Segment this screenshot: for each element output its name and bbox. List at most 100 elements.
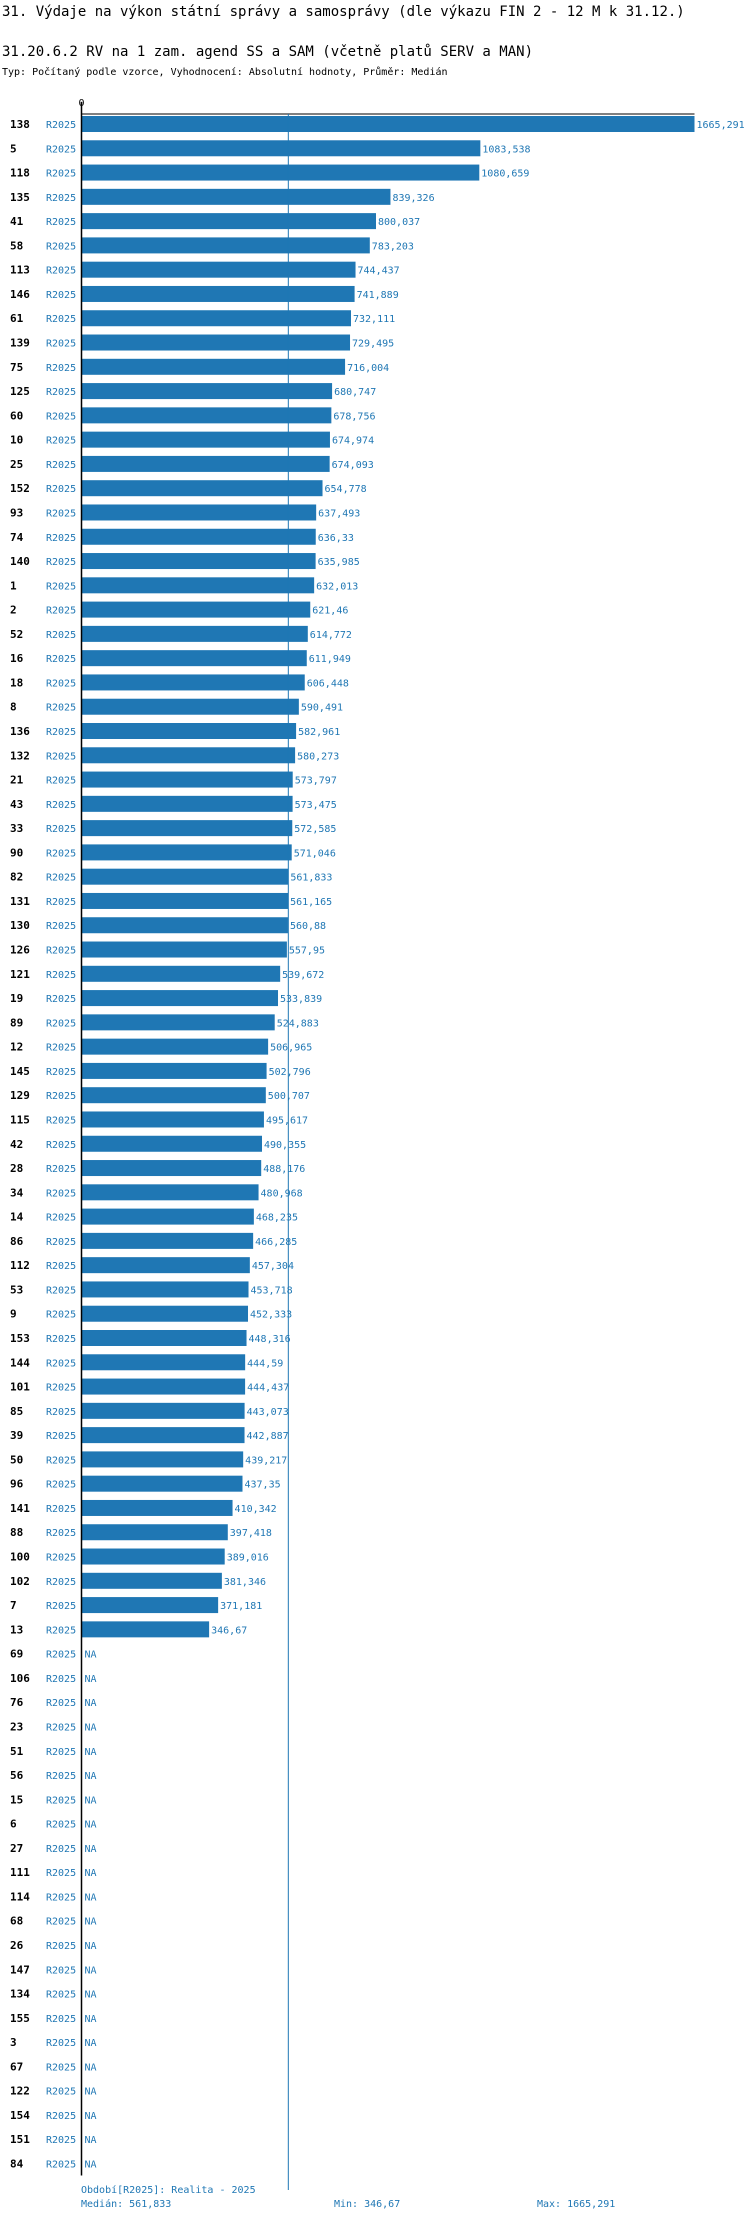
data-label: 444,437 <box>247 1383 289 1394</box>
series-label: R2025 <box>46 1650 76 1661</box>
category-label: 27 <box>10 1842 23 1855</box>
series-label: R2025 <box>46 290 76 301</box>
footer-period: Období[R2025]: Realita - 2025 <box>81 2185 256 2196</box>
bar <box>81 1548 225 1565</box>
category-label: 136 <box>10 725 30 738</box>
series-label: R2025 <box>46 1747 76 1758</box>
category-label: 144 <box>10 1356 30 1369</box>
data-label: 1665,291 <box>697 120 745 131</box>
bar <box>81 261 356 278</box>
data-label: 346,67 <box>211 1625 247 1636</box>
data-label: 439,217 <box>245 1455 287 1466</box>
series-label: R2025 <box>46 873 76 884</box>
series-label: R2025 <box>46 800 76 811</box>
bar <box>81 455 330 472</box>
category-label: 130 <box>10 919 30 932</box>
category-label: 115 <box>10 1113 30 1126</box>
data-label: 635,985 <box>318 557 360 568</box>
bar <box>81 844 292 861</box>
footer-max: Max: 1665,291 <box>537 2199 616 2210</box>
data-label: 590,491 <box>301 703 343 714</box>
data-label: 637,493 <box>318 508 360 519</box>
series-label: R2025 <box>46 1577 76 1588</box>
category-label: 145 <box>10 1065 30 1078</box>
category-label: 141 <box>10 1502 30 1515</box>
category-label: 139 <box>10 337 30 350</box>
series-label: R2025 <box>46 1018 76 1029</box>
bar <box>81 310 351 327</box>
category-label: 88 <box>10 1526 23 1539</box>
category-label: 96 <box>10 1478 24 1491</box>
category-label: 74 <box>10 531 24 544</box>
category-label: 146 <box>10 288 30 301</box>
category-label: 13 <box>10 1623 23 1636</box>
data-label: 557,95 <box>289 946 325 957</box>
series-label: R2025 <box>46 1480 76 1491</box>
bar <box>81 285 355 302</box>
data-label: 573,797 <box>295 776 337 787</box>
data-label: 561,833 <box>290 873 332 884</box>
data-label: NA <box>85 1868 97 1879</box>
series-label: R2025 <box>46 1965 76 1976</box>
data-label: 839,326 <box>392 193 434 204</box>
category-label: 16 <box>10 652 24 665</box>
series-label: R2025 <box>46 703 76 714</box>
category-label: 69 <box>10 1648 23 1661</box>
series-label: R2025 <box>46 1407 76 1418</box>
series-label: R2025 <box>46 387 76 398</box>
data-label: 582,961 <box>298 727 340 738</box>
series-label: R2025 <box>46 897 76 908</box>
category-label: 28 <box>10 1162 23 1175</box>
category-label: 90 <box>10 846 23 859</box>
category-label: 2 <box>10 604 17 617</box>
bar <box>81 213 376 230</box>
data-label: 632,013 <box>316 581 358 592</box>
series-label: R2025 <box>46 1528 76 1539</box>
data-label: 572,585 <box>294 824 336 835</box>
category-label: 75 <box>10 361 23 374</box>
series-label: R2025 <box>46 1820 76 1831</box>
data-label: 729,495 <box>352 339 394 350</box>
data-label: NA <box>85 1674 97 1685</box>
bar <box>81 1184 259 1201</box>
category-label: 41 <box>10 215 24 228</box>
bar <box>81 747 296 764</box>
series-label: R2025 <box>46 1553 76 1564</box>
series-label: R2025 <box>46 2062 76 2073</box>
series-label: R2025 <box>46 1625 76 1636</box>
series-label: R2025 <box>46 1601 76 1612</box>
bar <box>81 1354 246 1371</box>
data-label: 611,949 <box>309 654 351 665</box>
series-label: R2025 <box>46 2160 76 2171</box>
data-label: 468,235 <box>256 1213 298 1224</box>
category-label: 151 <box>10 2133 30 2146</box>
series-label: R2025 <box>46 946 76 957</box>
series-label: R2025 <box>46 169 76 180</box>
series-label: R2025 <box>46 1455 76 1466</box>
bar <box>81 358 346 375</box>
bar <box>81 917 288 934</box>
bar <box>81 650 307 667</box>
series-label: R2025 <box>46 1795 76 1806</box>
data-label: NA <box>85 2014 97 2025</box>
bar <box>81 480 323 497</box>
data-label: 500,707 <box>268 1091 310 1102</box>
bar <box>81 504 317 521</box>
data-label: 560,88 <box>290 921 326 932</box>
category-label: 9 <box>10 1308 17 1321</box>
data-label: 1080,659 <box>481 169 529 180</box>
bar <box>81 1427 245 1444</box>
series-label: R2025 <box>46 1140 76 1151</box>
series-label: R2025 <box>46 1892 76 1903</box>
series-label: R2025 <box>46 1115 76 1126</box>
data-label: 678,756 <box>333 411 375 422</box>
data-label: NA <box>85 1917 97 1928</box>
bar <box>81 334 351 351</box>
data-label: 716,004 <box>347 363 389 374</box>
category-label: 42 <box>10 1138 23 1151</box>
category-label: 126 <box>10 944 30 957</box>
bar <box>81 383 333 400</box>
category-label: 76 <box>10 1696 24 1709</box>
category-label: 67 <box>10 2060 23 2073</box>
series-label: R2025 <box>46 2014 76 2025</box>
